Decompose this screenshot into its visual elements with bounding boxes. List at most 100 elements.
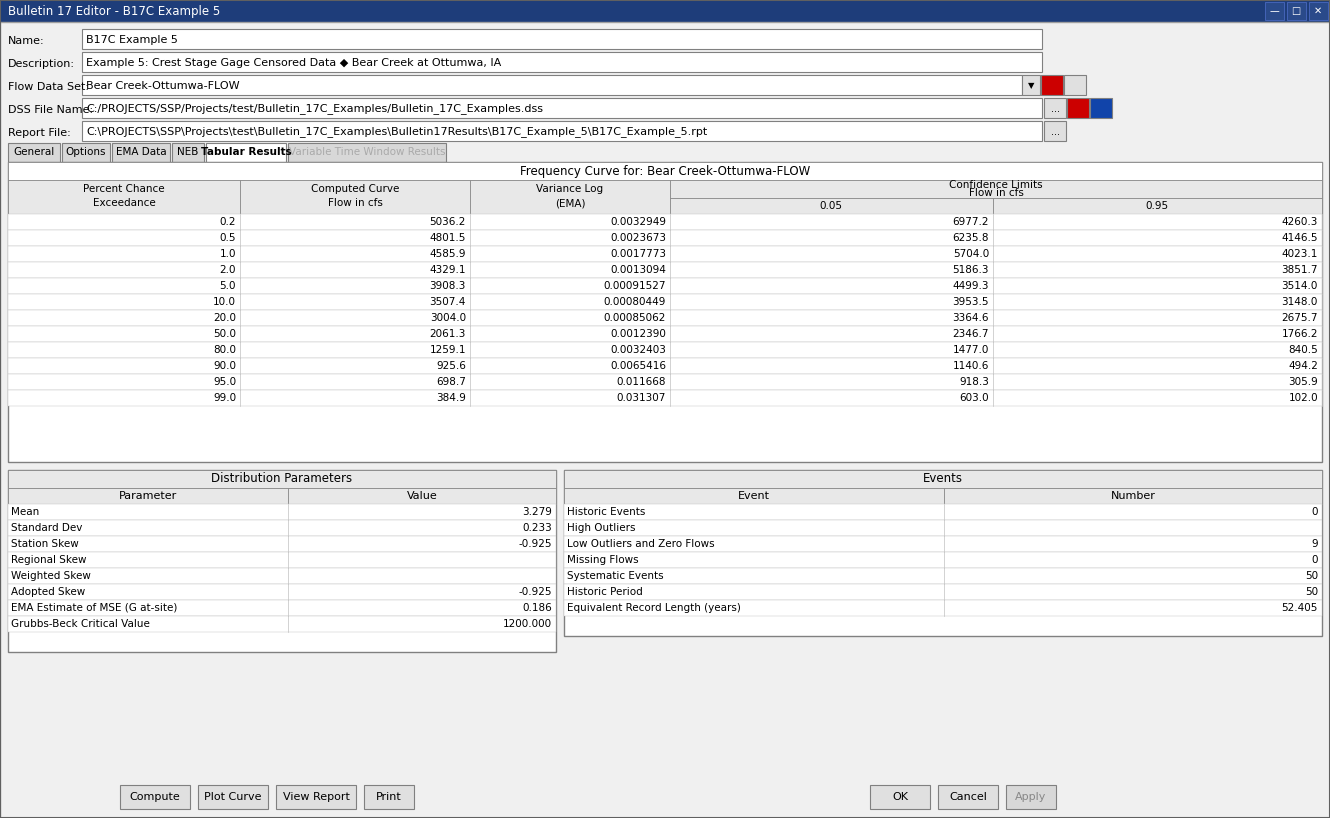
Bar bbox=[8, 262, 1322, 278]
Text: 1477.0: 1477.0 bbox=[952, 345, 990, 355]
Bar bbox=[8, 470, 556, 652]
Text: Options: Options bbox=[65, 147, 106, 157]
Text: 0.011668: 0.011668 bbox=[617, 377, 666, 387]
Bar bbox=[1044, 121, 1067, 141]
Bar bbox=[994, 198, 1322, 214]
Bar bbox=[82, 98, 1041, 118]
Bar bbox=[1021, 75, 1040, 95]
Bar bbox=[944, 488, 1322, 504]
Bar bbox=[670, 180, 1322, 198]
Text: 4023.1: 4023.1 bbox=[1282, 249, 1318, 259]
Text: Variance Log: Variance Log bbox=[536, 184, 604, 194]
Text: Bear Creek-Ottumwa-FLOW: Bear Creek-Ottumwa-FLOW bbox=[86, 81, 239, 91]
Bar bbox=[938, 785, 998, 809]
Text: 9: 9 bbox=[1311, 539, 1318, 549]
Text: ...: ... bbox=[1051, 104, 1060, 114]
Text: 1200.000: 1200.000 bbox=[503, 619, 552, 629]
Text: 925.6: 925.6 bbox=[436, 361, 465, 371]
Bar bbox=[564, 520, 1322, 536]
Bar bbox=[564, 470, 1322, 636]
Bar bbox=[8, 488, 556, 504]
Text: 4329.1: 4329.1 bbox=[430, 265, 466, 275]
Text: 4585.9: 4585.9 bbox=[430, 249, 466, 259]
Bar bbox=[564, 536, 1322, 552]
Bar bbox=[289, 143, 446, 162]
Bar bbox=[1091, 98, 1112, 118]
Bar bbox=[8, 358, 1322, 374]
Bar bbox=[564, 584, 1322, 600]
Text: B17C Example 5: B17C Example 5 bbox=[86, 35, 178, 45]
Text: 5.0: 5.0 bbox=[219, 281, 235, 291]
Text: 0.186: 0.186 bbox=[523, 603, 552, 613]
Text: Equivalent Record Length (years): Equivalent Record Length (years) bbox=[567, 603, 741, 613]
Text: 2675.7: 2675.7 bbox=[1282, 313, 1318, 323]
Bar bbox=[564, 600, 1322, 616]
Text: C:\PROJECTS\SSP\Projects\test\Bulletin_17C_Examples\Bulletin17Results\B17C_Examp: C:\PROJECTS\SSP\Projects\test\Bulletin_1… bbox=[86, 127, 708, 137]
Text: Name:: Name: bbox=[8, 36, 45, 46]
Text: 2.0: 2.0 bbox=[219, 265, 235, 275]
Text: Adopted Skew: Adopted Skew bbox=[11, 587, 85, 597]
Text: EMA Data: EMA Data bbox=[116, 147, 166, 157]
Bar bbox=[8, 278, 1322, 294]
Text: 4146.5: 4146.5 bbox=[1282, 233, 1318, 243]
Bar bbox=[1309, 2, 1327, 20]
Bar bbox=[8, 180, 239, 214]
Bar bbox=[1265, 2, 1283, 20]
Bar bbox=[8, 568, 556, 584]
Text: 0.031307: 0.031307 bbox=[617, 393, 666, 403]
Text: (EMA): (EMA) bbox=[555, 198, 585, 208]
Text: 1766.2: 1766.2 bbox=[1282, 329, 1318, 339]
Text: 0.0012390: 0.0012390 bbox=[610, 329, 666, 339]
Bar bbox=[8, 342, 1322, 358]
Text: 20.0: 20.0 bbox=[213, 313, 235, 323]
Text: Value: Value bbox=[407, 491, 438, 501]
Text: 50: 50 bbox=[1305, 571, 1318, 581]
Text: Parameter: Parameter bbox=[118, 491, 177, 501]
Text: Station Skew: Station Skew bbox=[11, 539, 78, 549]
Text: Confidence Limits: Confidence Limits bbox=[950, 180, 1043, 190]
Text: 0.2: 0.2 bbox=[219, 217, 235, 227]
Bar bbox=[564, 488, 1322, 504]
Text: 102.0: 102.0 bbox=[1289, 393, 1318, 403]
Bar bbox=[8, 230, 1322, 246]
Text: 0.05: 0.05 bbox=[819, 201, 842, 211]
Text: C:/PROJECTS/SSP/Projects/test/Bulletin_17C_Examples/Bulletin_17C_Examples.dss: C:/PROJECTS/SSP/Projects/test/Bulletin_1… bbox=[86, 104, 543, 115]
Text: Flow Data Set:: Flow Data Set: bbox=[8, 82, 89, 92]
Text: 3004.0: 3004.0 bbox=[430, 313, 466, 323]
Text: 0.0013094: 0.0013094 bbox=[610, 265, 666, 275]
Bar bbox=[8, 616, 556, 632]
Text: Computed Curve: Computed Curve bbox=[311, 184, 399, 194]
Text: Missing Flows: Missing Flows bbox=[567, 555, 638, 565]
Text: EMA Estimate of MSE (G at-site): EMA Estimate of MSE (G at-site) bbox=[11, 603, 177, 613]
Bar bbox=[8, 214, 1322, 230]
Text: 3851.7: 3851.7 bbox=[1282, 265, 1318, 275]
Bar bbox=[82, 29, 1041, 49]
Bar bbox=[1064, 75, 1087, 95]
Text: 0.00085062: 0.00085062 bbox=[604, 313, 666, 323]
Text: 4499.3: 4499.3 bbox=[952, 281, 990, 291]
Text: Bulletin 17 Editor - B17C Example 5: Bulletin 17 Editor - B17C Example 5 bbox=[8, 5, 221, 17]
Text: 50.0: 50.0 bbox=[213, 329, 235, 339]
Bar bbox=[1041, 75, 1063, 95]
Text: NEB: NEB bbox=[177, 147, 198, 157]
Text: □: □ bbox=[1291, 6, 1301, 16]
Text: DSS File Name:: DSS File Name: bbox=[8, 105, 93, 115]
Bar bbox=[564, 488, 944, 504]
Bar bbox=[0, 0, 1330, 22]
Text: 0.95: 0.95 bbox=[1145, 201, 1169, 211]
Bar bbox=[112, 143, 170, 162]
Bar bbox=[8, 143, 60, 162]
Bar bbox=[870, 785, 930, 809]
Text: 90.0: 90.0 bbox=[213, 361, 235, 371]
Text: 50: 50 bbox=[1305, 587, 1318, 597]
Text: 384.9: 384.9 bbox=[436, 393, 465, 403]
Text: ...: ... bbox=[1051, 127, 1060, 137]
Text: 698.7: 698.7 bbox=[436, 377, 465, 387]
Text: Events: Events bbox=[923, 473, 963, 486]
Text: Frequency Curve for: Bear Creek-Ottumwa-FLOW: Frequency Curve for: Bear Creek-Ottumwa-… bbox=[520, 164, 810, 178]
Text: Historic Period: Historic Period bbox=[567, 587, 642, 597]
Text: 0.0032949: 0.0032949 bbox=[610, 217, 666, 227]
Text: ✕: ✕ bbox=[1314, 6, 1322, 16]
Text: 80.0: 80.0 bbox=[213, 345, 235, 355]
Bar bbox=[1287, 2, 1306, 20]
